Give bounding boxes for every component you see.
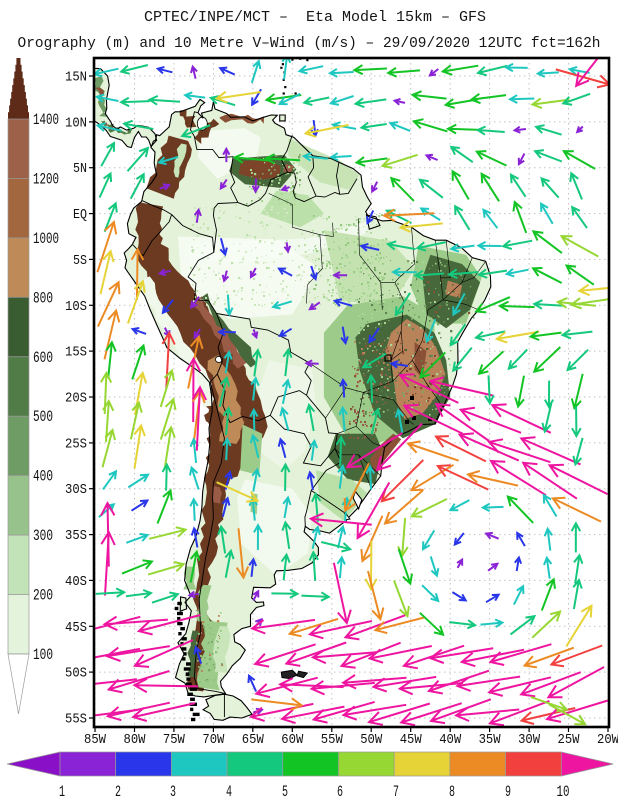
svg-text:1200: 1200 — [33, 170, 59, 188]
svg-text:25S: 25S — [65, 436, 87, 452]
svg-text:4: 4 — [226, 783, 232, 800]
svg-text:20W: 20W — [597, 732, 618, 748]
svg-text:85W: 85W — [84, 732, 107, 748]
svg-text:1400: 1400 — [33, 111, 59, 129]
svg-text:70W: 70W — [202, 732, 225, 748]
svg-text:35S: 35S — [65, 528, 87, 544]
svg-text:400: 400 — [33, 468, 53, 486]
svg-text:600: 600 — [33, 349, 53, 367]
svg-text:60W: 60W — [281, 732, 304, 748]
svg-text:7: 7 — [393, 783, 399, 800]
svg-text:EQ: EQ — [73, 207, 87, 223]
svg-text:40S: 40S — [65, 574, 87, 590]
svg-text:55W: 55W — [321, 732, 344, 748]
svg-text:100: 100 — [33, 646, 53, 664]
svg-text:5S: 5S — [73, 253, 87, 269]
svg-text:9: 9 — [505, 783, 511, 800]
svg-text:500: 500 — [33, 408, 53, 426]
svg-text:65W: 65W — [242, 732, 265, 748]
svg-text:1000: 1000 — [33, 230, 59, 248]
svg-text:20S: 20S — [65, 391, 87, 407]
svg-text:15S: 15S — [65, 345, 87, 361]
svg-text:200: 200 — [33, 587, 53, 605]
svg-text:1: 1 — [59, 783, 65, 800]
svg-text:300: 300 — [33, 527, 53, 545]
svg-text:80W: 80W — [124, 732, 147, 748]
svg-text:30S: 30S — [65, 482, 87, 498]
svg-text:5: 5 — [282, 783, 288, 800]
svg-text:5N: 5N — [73, 161, 87, 177]
svg-text:75W: 75W — [163, 732, 186, 748]
svg-text:45W: 45W — [400, 732, 423, 748]
svg-text:10: 10 — [557, 783, 570, 800]
svg-text:Orography (m) and 10 Metre V–W: Orography (m) and 10 Metre V–Wind (m/s) … — [18, 36, 601, 52]
svg-text:800: 800 — [33, 289, 53, 307]
svg-text:CPTEC/INPE/MCT – Eta Model 15: CPTEC/INPE/MCT – Eta Model 15km – GFS — [144, 9, 486, 26]
svg-text:10S: 10S — [65, 299, 87, 315]
svg-text:55S: 55S — [65, 712, 87, 728]
svg-text:25W: 25W — [558, 732, 581, 748]
svg-text:40W: 40W — [439, 732, 462, 748]
svg-text:35W: 35W — [479, 732, 502, 748]
svg-text:50S: 50S — [65, 666, 87, 682]
svg-text:10N: 10N — [65, 115, 87, 131]
svg-text:6: 6 — [337, 783, 343, 800]
svg-text:45S: 45S — [65, 620, 87, 636]
svg-text:2: 2 — [115, 783, 121, 800]
svg-text:3: 3 — [170, 783, 176, 800]
svg-text:15N: 15N — [65, 70, 87, 86]
svg-text:30W: 30W — [518, 732, 541, 748]
svg-text:50W: 50W — [360, 732, 383, 748]
svg-text:8: 8 — [449, 783, 455, 800]
